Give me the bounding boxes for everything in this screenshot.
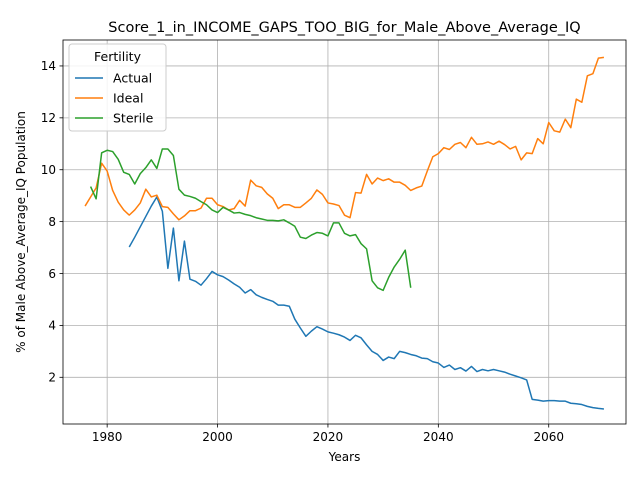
x-tick-label: 2040 <box>423 430 454 444</box>
x-axis-label: Years <box>328 450 361 464</box>
series-layer <box>84 56 605 410</box>
grid <box>63 40 626 424</box>
y-tick-label: 14 <box>41 59 56 73</box>
series-line-actual <box>128 196 604 410</box>
chart-title: Score_1_in_INCOME_GAPS_TOO_BIG_for_Male_… <box>108 20 580 36</box>
axis-ticks: 1980 2000 2020 2040 2060 2 4 6 8 10 12 14 <box>41 59 564 444</box>
y-tick-label: 2 <box>48 371 56 385</box>
x-tick-label: 2000 <box>202 430 233 444</box>
legend-box <box>68 43 167 132</box>
legend-entry-sterile: Sterile <box>113 111 154 126</box>
y-tick-label: 10 <box>41 163 56 177</box>
y-tick-label: 12 <box>41 111 56 125</box>
legend-entry-actual: Actual <box>113 71 152 86</box>
legend-entry-ideal: Ideal <box>113 91 143 106</box>
legend-title: Fertility <box>94 49 142 64</box>
series-line-sterile <box>89 148 412 292</box>
y-tick-label: 4 <box>48 319 56 333</box>
y-axis-label: % of Male Above_Average_IQ Population <box>14 111 28 353</box>
x-tick-label: 2020 <box>313 430 344 444</box>
y-tick-label: 6 <box>48 267 56 281</box>
x-tick-label: 1980 <box>92 430 123 444</box>
x-tick-label: 2060 <box>533 430 564 444</box>
y-tick-label: 8 <box>48 215 56 229</box>
series-line-ideal <box>84 56 605 221</box>
legend: Fertility Actual Ideal Sterile <box>68 43 167 132</box>
plot-frame <box>62 39 627 425</box>
